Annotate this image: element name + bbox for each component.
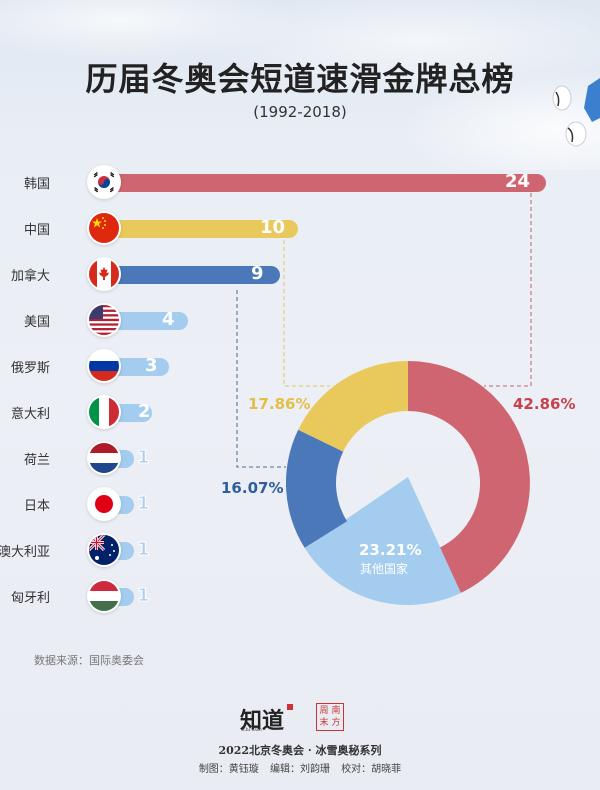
series-title: 2022北京冬奥会 · 冰雪奥秘系列 <box>218 744 382 757</box>
bar-row-netherlands: 荷兰 1 <box>0 440 560 476</box>
bar-value: 1 <box>137 493 150 515</box>
snow-background <box>0 0 600 170</box>
bar-china <box>102 220 298 238</box>
donut-slice-korea <box>408 361 530 593</box>
bar-value: 10 <box>260 217 286 238</box>
bar-row-australia: 澳大利亚 1 <box>0 532 560 568</box>
bar-value: 9 <box>251 263 264 284</box>
usa-flag-icon <box>87 303 121 337</box>
bar-row-japan: 日本 1 <box>0 486 560 522</box>
donut-chart <box>286 361 530 605</box>
bar-value: 2 <box>138 401 151 422</box>
bar-usa <box>102 312 188 330</box>
australia-flag-icon <box>87 533 121 567</box>
logo-char: 末 <box>319 718 329 728</box>
zhidao-logo: 知道 Zhi Dao <box>240 703 293 735</box>
pct-label-china: 17.86% <box>248 395 311 413</box>
pct-label-canada: 16.07% <box>221 479 284 497</box>
donut-slice-canada <box>286 429 347 548</box>
country-label: 韩国 <box>23 177 50 192</box>
hungary-flag-icon <box>87 579 121 613</box>
zhidao-logo-text: 知道 <box>240 708 285 734</box>
credits: 制图：黄钰璇 编辑：刘韵珊 校对：胡晓菲 <box>198 764 402 775</box>
bar-canada <box>102 266 280 284</box>
bar-value: 3 <box>145 355 158 376</box>
logo-char: 周 <box>319 706 329 716</box>
logo-char: 方 <box>331 718 341 728</box>
canada-flag-icon <box>87 257 121 291</box>
country-label: 荷兰 <box>23 453 50 468</box>
bar-row-hungary: 匈牙利 1 <box>0 578 560 614</box>
label-others-countries: 其他国家 <box>360 562 409 576</box>
page-title: 历届冬奥会短道速滑金牌总榜 <box>85 60 515 98</box>
nanfang-zhoumo-logo: 周 南 末 方 <box>316 703 344 731</box>
bar-row-canada: 加拿大 9 <box>0 256 560 292</box>
zhidao-logo-subtext: Zhi Dao <box>242 727 262 733</box>
bar-value: 1 <box>137 447 150 469</box>
japan-flag-icon <box>87 487 121 521</box>
country-label: 意大利 <box>10 407 50 422</box>
bar-value: 4 <box>162 309 175 330</box>
italy-flag-icon <box>87 395 121 429</box>
country-label: 中国 <box>23 223 50 238</box>
bar-row-china: 中国 10 <box>0 210 560 246</box>
bar-row-korea: 韩国 24 <box>0 164 560 200</box>
country-label: 日本 <box>23 499 50 514</box>
skater-illustration <box>552 78 600 147</box>
russia-flag-icon <box>87 349 121 383</box>
country-label: 加拿大 <box>10 269 50 284</box>
bar-row-usa: 美国 4 <box>0 302 560 338</box>
country-label: 澳大利亚 <box>0 545 50 560</box>
country-label: 俄罗斯 <box>10 361 50 376</box>
pct-label-korea: 42.86% <box>513 395 576 413</box>
netherlands-flag-icon <box>87 441 121 475</box>
zhidao-logo-mark-icon <box>287 704 293 710</box>
pct-label-others: 23.21% <box>359 541 422 559</box>
page-subtitle: (1992-2018) <box>253 103 347 121</box>
bar-value: 1 <box>137 585 150 607</box>
south-korea-flag-icon <box>87 165 121 199</box>
bar-row-russia: 俄罗斯 3 <box>0 348 560 384</box>
country-label: 美国 <box>23 315 50 330</box>
data-source: 数据来源：国际奥委会 <box>34 654 144 667</box>
bar-row-italy: 意大利 2 <box>0 394 560 430</box>
china-flag-icon <box>87 211 121 245</box>
country-label: 匈牙利 <box>10 591 50 606</box>
bar-korea <box>102 174 546 192</box>
logo-char: 南 <box>331 706 341 716</box>
bar-value: 1 <box>137 539 150 561</box>
donut-slice-others <box>304 477 461 605</box>
bar-value: 24 <box>505 171 531 192</box>
logos: 知道 Zhi Dao 周 南 末 方 <box>240 703 370 735</box>
donut-slice-china <box>298 361 408 452</box>
